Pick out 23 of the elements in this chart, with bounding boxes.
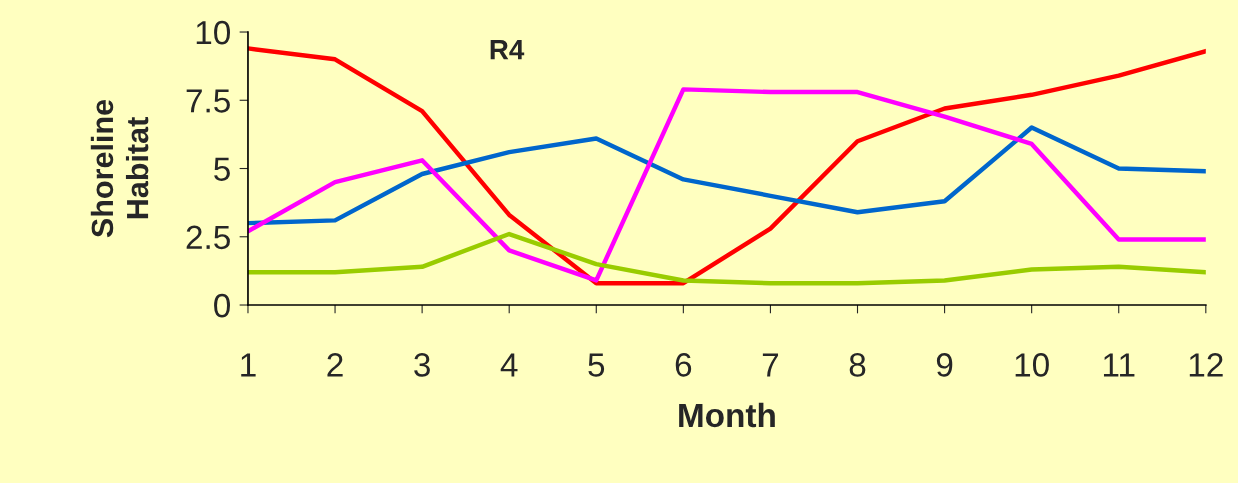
y-axis-title: Shoreline Habitat (90, 99, 149, 238)
x-tick-label: 2 (327, 353, 343, 377)
line-series (247, 87, 1206, 283)
line-series (247, 231, 1206, 286)
y-tick-label: 10 (196, 20, 230, 45)
x-tick-label: 9 (936, 353, 953, 377)
y-tick-label: 7.5 (186, 89, 230, 113)
y-tick-label: 2.5 (186, 225, 230, 250)
x-tick-label: 5 (588, 353, 605, 377)
x-tick-label: 11 (1103, 353, 1135, 377)
x-tick-label: 3 (414, 353, 430, 377)
x-tick-label: 10 (1015, 353, 1049, 377)
x-tick-label: 7 (762, 353, 779, 377)
y-tick-label: 5 (214, 157, 230, 181)
line-series (247, 125, 1206, 226)
x-tick-label: 6 (675, 353, 692, 377)
x-axis-title: Month (679, 402, 775, 428)
x-tick-label: 12 (1189, 353, 1223, 377)
y-tick-label: 0 (214, 293, 230, 318)
x-tick-label: 1 (241, 353, 256, 377)
x-tick-label: 4 (500, 353, 518, 377)
chart-title: R4 (490, 40, 525, 60)
x-tick-label: 8 (849, 353, 866, 377)
